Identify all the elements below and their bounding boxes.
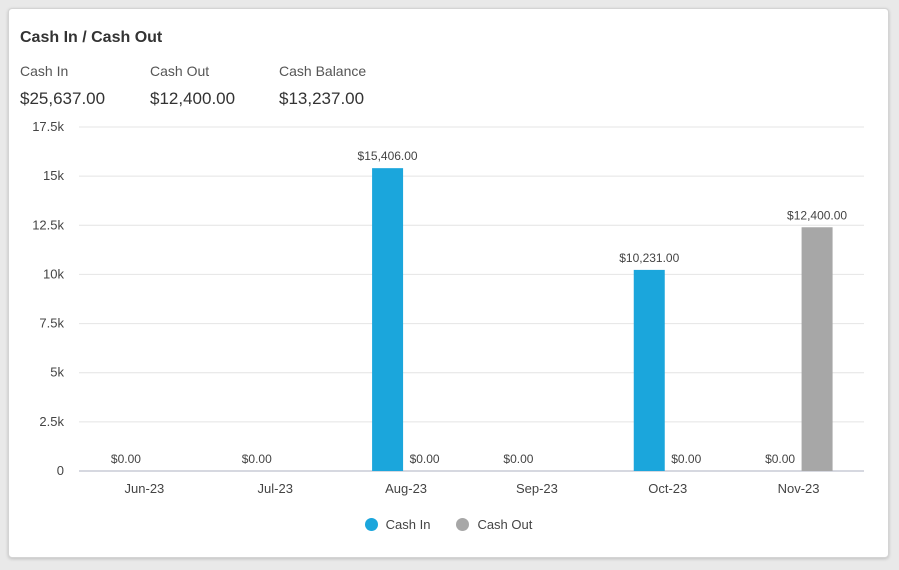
data-label: $15,406.00 xyxy=(358,149,418,163)
data-label: $0.00 xyxy=(111,452,141,466)
data-label: $10,231.00 xyxy=(619,251,679,265)
x-tick-label: Sep-23 xyxy=(516,481,558,496)
x-tick-label: Oct-23 xyxy=(648,481,687,496)
y-tick-label: 2.5k xyxy=(39,414,64,429)
bar-cash-in xyxy=(633,269,665,471)
y-tick-label: 10k xyxy=(43,266,64,281)
cash-flow-bar-chart: 0 2.5k 5k 7.5k 10k 12.5k 15k 17.5k Jun-23 Jul-23 A… xyxy=(32,119,864,496)
data-label: $0.00 xyxy=(503,452,533,466)
legend-item-cash-in[interactable]: Cash In xyxy=(364,517,431,532)
legend-swatch-cash-in xyxy=(364,518,378,531)
x-tick-label: Aug-23 xyxy=(385,481,427,496)
x-tick-label: Nov-23 xyxy=(778,481,820,496)
y-tick-label: 0 xyxy=(57,463,64,478)
x-tick-label: Jul-23 xyxy=(258,481,293,496)
legend-item-cash-out[interactable]: Cash Out xyxy=(456,517,532,532)
summary-value: $13,237.00 xyxy=(279,89,365,108)
summary-cash-balance: Cash Balance $13,237.00 xyxy=(279,63,366,109)
y-tick-label: 12.5k xyxy=(32,217,64,232)
summary-value: $12,400.00 xyxy=(150,89,236,108)
data-label: $0.00 xyxy=(671,452,701,466)
data-label: $0.00 xyxy=(410,452,440,466)
x-tick-label: Jun-23 xyxy=(125,481,165,496)
summary-value: $25,637.00 xyxy=(20,89,106,108)
data-label: $0.00 xyxy=(242,452,272,466)
chart-legend: Cash In Cash Out xyxy=(9,517,888,532)
data-label: $12,400.00 xyxy=(787,208,847,222)
legend-label: Cash In xyxy=(385,517,431,532)
legend-swatch-cash-out xyxy=(456,518,470,531)
y-tick-label: 7.5k xyxy=(39,316,64,331)
summary-cash-in: Cash In $25,637.00 xyxy=(20,63,105,109)
y-tick-label: 17.5k xyxy=(32,119,64,134)
summary-cash-out: Cash Out $12,400.00 xyxy=(150,63,235,109)
data-label: $0.00 xyxy=(765,452,795,466)
bar-cash-out xyxy=(801,227,833,471)
summary-label: Cash Balance xyxy=(279,63,367,79)
summary-label: Cash Out xyxy=(150,63,210,79)
card-title: Cash In / Cash Out xyxy=(20,29,163,46)
cash-in-cash-out-card: Cash In / Cash Out Cash In $25,637.00 Ca… xyxy=(8,8,889,558)
y-tick-label: 15k xyxy=(43,168,64,183)
summary-label: Cash In xyxy=(20,63,69,79)
bar-cash-in xyxy=(372,168,404,472)
legend-label: Cash Out xyxy=(477,517,533,532)
y-tick-label: 5k xyxy=(50,365,64,380)
